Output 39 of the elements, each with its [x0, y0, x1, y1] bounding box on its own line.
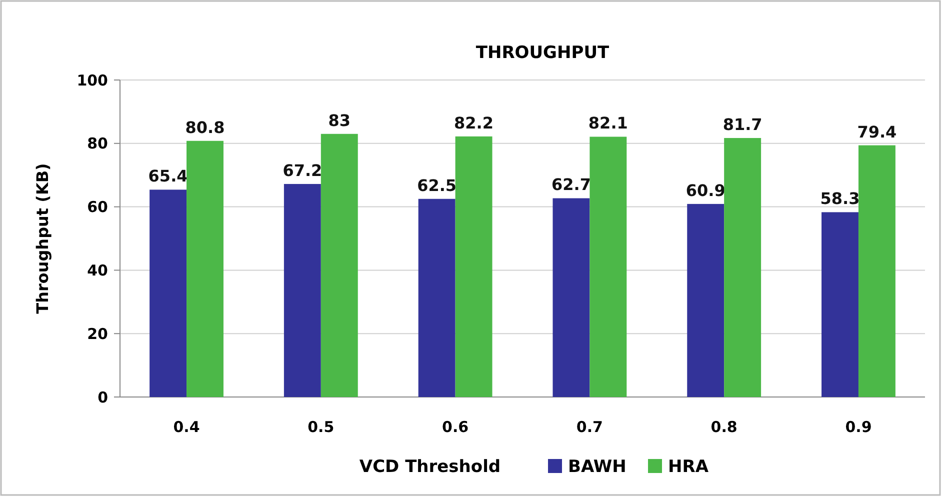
- x-tick-label: 0.8: [710, 418, 738, 436]
- data-label: 83: [328, 110, 351, 130]
- y-tick-label: 20: [87, 324, 108, 343]
- bar: [150, 190, 187, 397]
- x-tick-label: 0.5: [308, 418, 334, 436]
- bar: [858, 145, 896, 397]
- y-tick-label: 0: [98, 388, 108, 406]
- y-tick-label: 80: [87, 134, 108, 153]
- data-label: 82.1: [588, 114, 628, 133]
- x-tick-label: 0.7: [576, 418, 603, 436]
- bar: [724, 138, 762, 397]
- data-label: 82.2: [454, 113, 494, 132]
- bar: [320, 134, 358, 397]
- bar: [186, 140, 224, 397]
- y-tick-label: 40: [87, 261, 108, 280]
- bar: [455, 136, 492, 397]
- bar: [552, 198, 590, 397]
- data-label: 80.8: [185, 118, 225, 137]
- x-tick-label: 0.4: [173, 418, 200, 436]
- data-label: 58.3: [820, 189, 860, 208]
- bar: [822, 212, 858, 397]
- x-axis-title: VCD Threshold: [359, 457, 501, 477]
- y-axis-title: Throughput (KB): [33, 163, 52, 314]
- legend-label: HRA: [668, 457, 710, 477]
- y-tick-label: 60: [87, 198, 108, 216]
- data-label: 67.2: [282, 160, 322, 180]
- data-label: 79.4: [857, 122, 897, 142]
- y-tick-label: 100: [76, 71, 108, 90]
- data-label: 62.7: [551, 175, 591, 194]
- x-tick-label: 0.6: [442, 418, 469, 436]
- bar: [590, 136, 627, 397]
- data-label: 62.5: [417, 176, 457, 195]
- bar: [284, 184, 321, 397]
- bar: [418, 198, 456, 397]
- bar: [687, 204, 724, 397]
- x-tick-label: 0.9: [845, 418, 872, 436]
- chart-title: THROUGHPUT: [476, 43, 610, 63]
- legend-label: BAWH: [568, 457, 626, 477]
- data-label: 81.7: [722, 115, 762, 134]
